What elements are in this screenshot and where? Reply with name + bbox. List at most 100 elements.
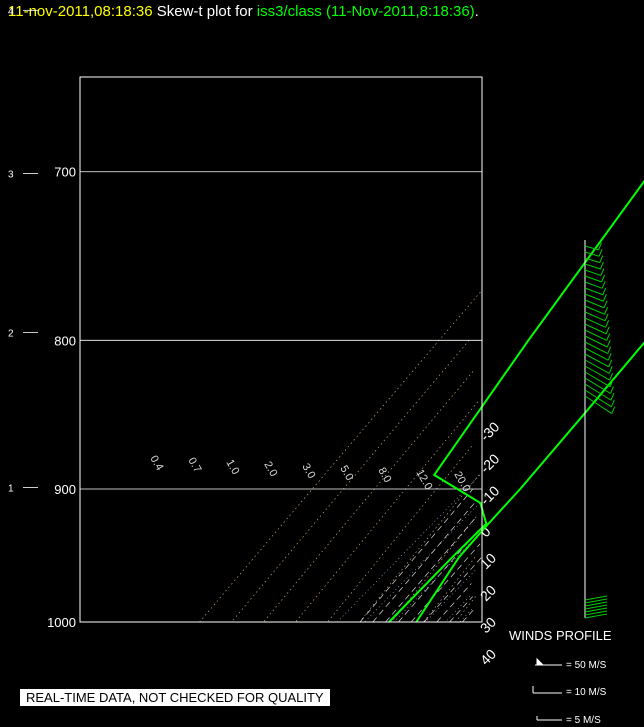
wind-barb-flag <box>608 359 613 368</box>
wind-barb-flag <box>600 268 605 276</box>
wind-barb-flag <box>605 320 610 328</box>
dry-adiabat <box>423 556 476 623</box>
wind-barb <box>584 383 612 401</box>
wind-barb-flag <box>604 307 608 315</box>
wind-barb <box>584 335 608 348</box>
pressure-label: 1000 <box>47 615 76 630</box>
mixing-ratio-line <box>336 474 481 623</box>
height-label: 2 <box>8 328 14 339</box>
wind-barb-flag <box>599 261 604 270</box>
dry-adiabat <box>231 340 470 623</box>
mixing-ratio-line <box>393 543 470 623</box>
wind-barb-flag <box>599 255 604 263</box>
wind-barb <box>584 257 600 264</box>
mixing-ratio-line <box>364 502 480 623</box>
dry-adiabat <box>295 401 479 623</box>
moist-adiabat-label: 8.0 <box>375 466 393 485</box>
wind-barb <box>584 329 607 341</box>
dry-adiabat <box>455 596 476 623</box>
moist-adiabat <box>359 488 474 623</box>
wind-barb <box>584 607 608 613</box>
wind-barb-flag <box>606 339 611 348</box>
moist-adiabat <box>423 556 482 623</box>
wind-barb <box>584 281 603 289</box>
wind-barb <box>584 287 603 296</box>
moist-adiabat-label: 2.0 <box>261 460 279 479</box>
wind-barb-flag <box>607 346 612 354</box>
wind-barb-flag <box>607 353 612 361</box>
dry-adiabat <box>199 291 481 623</box>
moist-adiabat-label: 5.0 <box>337 464 355 483</box>
wind-barb <box>584 598 608 604</box>
wind-barb-flag <box>609 379 614 387</box>
wind-barb <box>584 305 605 315</box>
wind-barb <box>584 359 610 374</box>
wind-barb <box>584 601 608 607</box>
wind-barb-flag <box>604 313 609 321</box>
moist-adiabat <box>436 583 472 623</box>
wind-barb <box>584 389 612 408</box>
wind-barb-flag <box>598 249 603 257</box>
wind-barb-flag <box>610 386 614 394</box>
moist-adiabat-label: 1.0 <box>223 458 241 477</box>
wind-barb-flag <box>609 372 614 381</box>
right-temperature-label: 30 <box>477 614 499 636</box>
wind-key-10: = 10 M/S <box>566 687 607 698</box>
wind-barb-flag <box>610 399 615 408</box>
moist-adiabat <box>385 516 477 623</box>
moist-adiabat <box>449 596 473 623</box>
moist-adiabat-label: 0.7 <box>185 456 203 475</box>
wind-key-50: = 50 M/S <box>566 660 607 671</box>
title-date: 11-nov-2011,08:18:36 <box>8 3 153 20</box>
wind-barb-flag <box>601 274 606 283</box>
wind-barb-flag <box>610 392 615 401</box>
wind-barb-flag <box>605 326 610 335</box>
moist-adiabat <box>410 543 481 623</box>
dry-adiabat <box>263 371 474 623</box>
mixing-ratio-line <box>425 570 476 623</box>
moist-adiabat-label: 20.0 <box>451 470 472 495</box>
wind-barb <box>584 275 602 283</box>
wind-barb <box>584 377 611 394</box>
wind-barb <box>584 365 610 381</box>
wind-barb <box>584 395 613 414</box>
right-temperature-label: -20 <box>477 450 503 476</box>
wind-barb <box>584 595 608 601</box>
title-station: iss3/class (11-Nov-2011,8:18:36) <box>256 3 475 20</box>
moist-adiabat <box>462 609 475 623</box>
height-label: 4 <box>8 6 14 17</box>
wind-barb <box>584 245 599 251</box>
wind-barb-flag <box>597 242 602 251</box>
winds-profile-title: WINDS PROFILE <box>509 628 612 643</box>
wind-barb <box>584 371 611 388</box>
wind-barb <box>584 317 606 328</box>
wind-barb <box>584 269 602 276</box>
wind-barb <box>584 353 609 368</box>
right-temperature-label: -30 <box>477 418 503 444</box>
wind-barb <box>584 347 609 361</box>
wind-barb <box>584 251 600 257</box>
wind-barb <box>584 613 608 619</box>
pressure-label: 900 <box>54 482 76 497</box>
wind-barb <box>584 293 604 302</box>
quality-disclaimer: REAL-TIME DATA, NOT CHECKED FOR QUALITY <box>20 689 330 706</box>
moist-adiabat <box>372 502 475 623</box>
wind-key-50-symbol <box>535 657 562 666</box>
wind-barb-flag <box>606 333 611 341</box>
wind-barb-flag <box>603 300 608 308</box>
height-label: 1 <box>8 484 14 495</box>
moist-adiabat-label: 12.0 <box>413 468 434 493</box>
height-label: 3 <box>8 170 14 181</box>
dewpoint-profile <box>388 179 644 623</box>
wind-key-10-symbol <box>532 686 562 694</box>
wind-barb <box>584 263 601 270</box>
wind-barb-flag <box>602 287 607 295</box>
wind-barb-flag <box>611 406 616 414</box>
wind-barb <box>584 341 608 355</box>
dry-adiabat <box>327 445 472 623</box>
temperature-profile <box>415 341 644 623</box>
right-temperature-label: 40 <box>477 646 499 668</box>
title-text: Skew-t plot for <box>156 3 253 20</box>
wind-barb <box>584 323 607 335</box>
